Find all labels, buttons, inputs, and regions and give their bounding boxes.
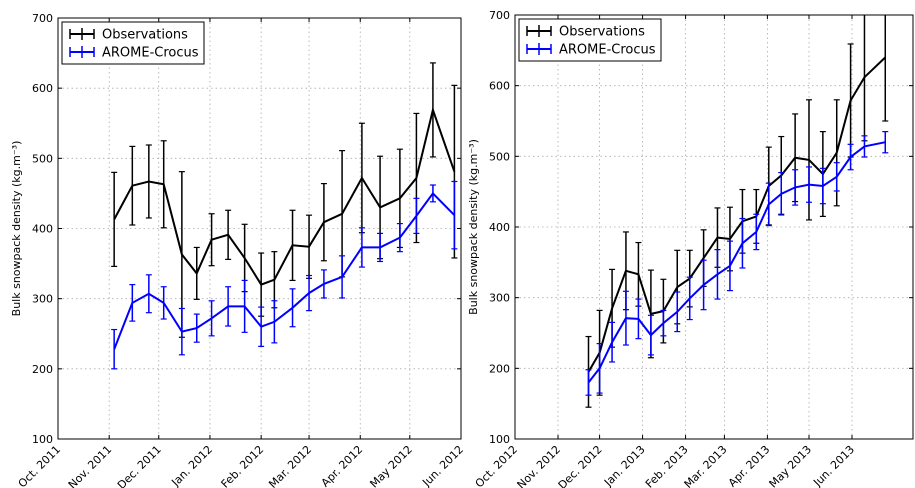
x-tick-label: Jun. 2013	[810, 443, 857, 488]
x-tick-label: Apr. 2012	[319, 443, 366, 488]
series-arome-crocus	[585, 131, 889, 396]
legend-box	[518, 18, 662, 62]
x-tick-label: Dec. 2012	[556, 443, 605, 488]
x-tick-label: May 2012	[367, 443, 415, 488]
series-arome-crocus	[111, 180, 458, 370]
legend-entry: Observations	[526, 25, 645, 40]
series-observations	[585, 15, 889, 408]
legend: Observations AROME-Crocus	[61, 21, 205, 65]
x-tick-label: Dec. 2011	[115, 443, 164, 488]
y-tick-label: 600	[489, 80, 510, 93]
x-tick-label: Jun. 2012	[419, 443, 466, 488]
y-tick-label: 400	[32, 223, 53, 236]
legend-label: Observations	[559, 25, 645, 40]
y-axis-label: Bulk snowpack density (kg.m⁻³)	[467, 139, 480, 315]
y-tick-label: 700	[32, 12, 53, 25]
legend-label: AROME-Crocus	[102, 46, 199, 61]
x-tick-label: Nov. 2011	[66, 443, 115, 488]
legend: Observations AROME-Crocus	[518, 18, 662, 62]
y-tick-label: 200	[32, 363, 53, 376]
series-line	[587, 56, 886, 373]
y-tick-label: 100	[489, 433, 510, 446]
x-tick-label: Mar. 2013	[682, 443, 730, 488]
x-tick-label: Mar. 2012	[266, 443, 314, 488]
legend-label: Observations	[102, 28, 188, 43]
y-tick-label: 400	[489, 221, 510, 234]
y-tick-label: 500	[489, 150, 510, 163]
legend-entry: AROME-Crocus	[526, 43, 656, 58]
y-tick-label: 700	[489, 9, 510, 22]
x-tick-label: Feb. 2012	[219, 443, 267, 488]
legend-box	[61, 21, 205, 65]
chart-1: 100 200 300 400 500 600 700 Oct. 2011 Nov. 2011 D…	[10, 12, 466, 488]
legend-entry: Observations	[69, 28, 188, 43]
series-line	[113, 191, 456, 350]
legend-entry: AROME-Crocus	[69, 46, 199, 61]
series-line	[113, 106, 456, 286]
x-tick-label: Oct. 2012	[473, 443, 520, 488]
y-axis-label: Bulk snowpack density (kg.m⁻³)	[10, 141, 23, 317]
series-line	[587, 141, 886, 384]
x-tick-label: Jan. 2012	[168, 443, 215, 488]
y-tick-label: 300	[32, 293, 53, 306]
x-tick-label: Oct. 2011	[16, 443, 63, 488]
x-tick-label: Jan. 2013	[601, 443, 648, 488]
y-tick-label: 100	[32, 433, 53, 446]
y-tick-label: 300	[489, 292, 510, 305]
y-tick-label: 500	[32, 152, 53, 165]
x-tick-label: May 2013	[767, 443, 815, 488]
y-tick-label: 200	[489, 362, 510, 375]
y-tick-label: 600	[32, 82, 53, 95]
legend-label: AROME-Crocus	[559, 43, 656, 58]
